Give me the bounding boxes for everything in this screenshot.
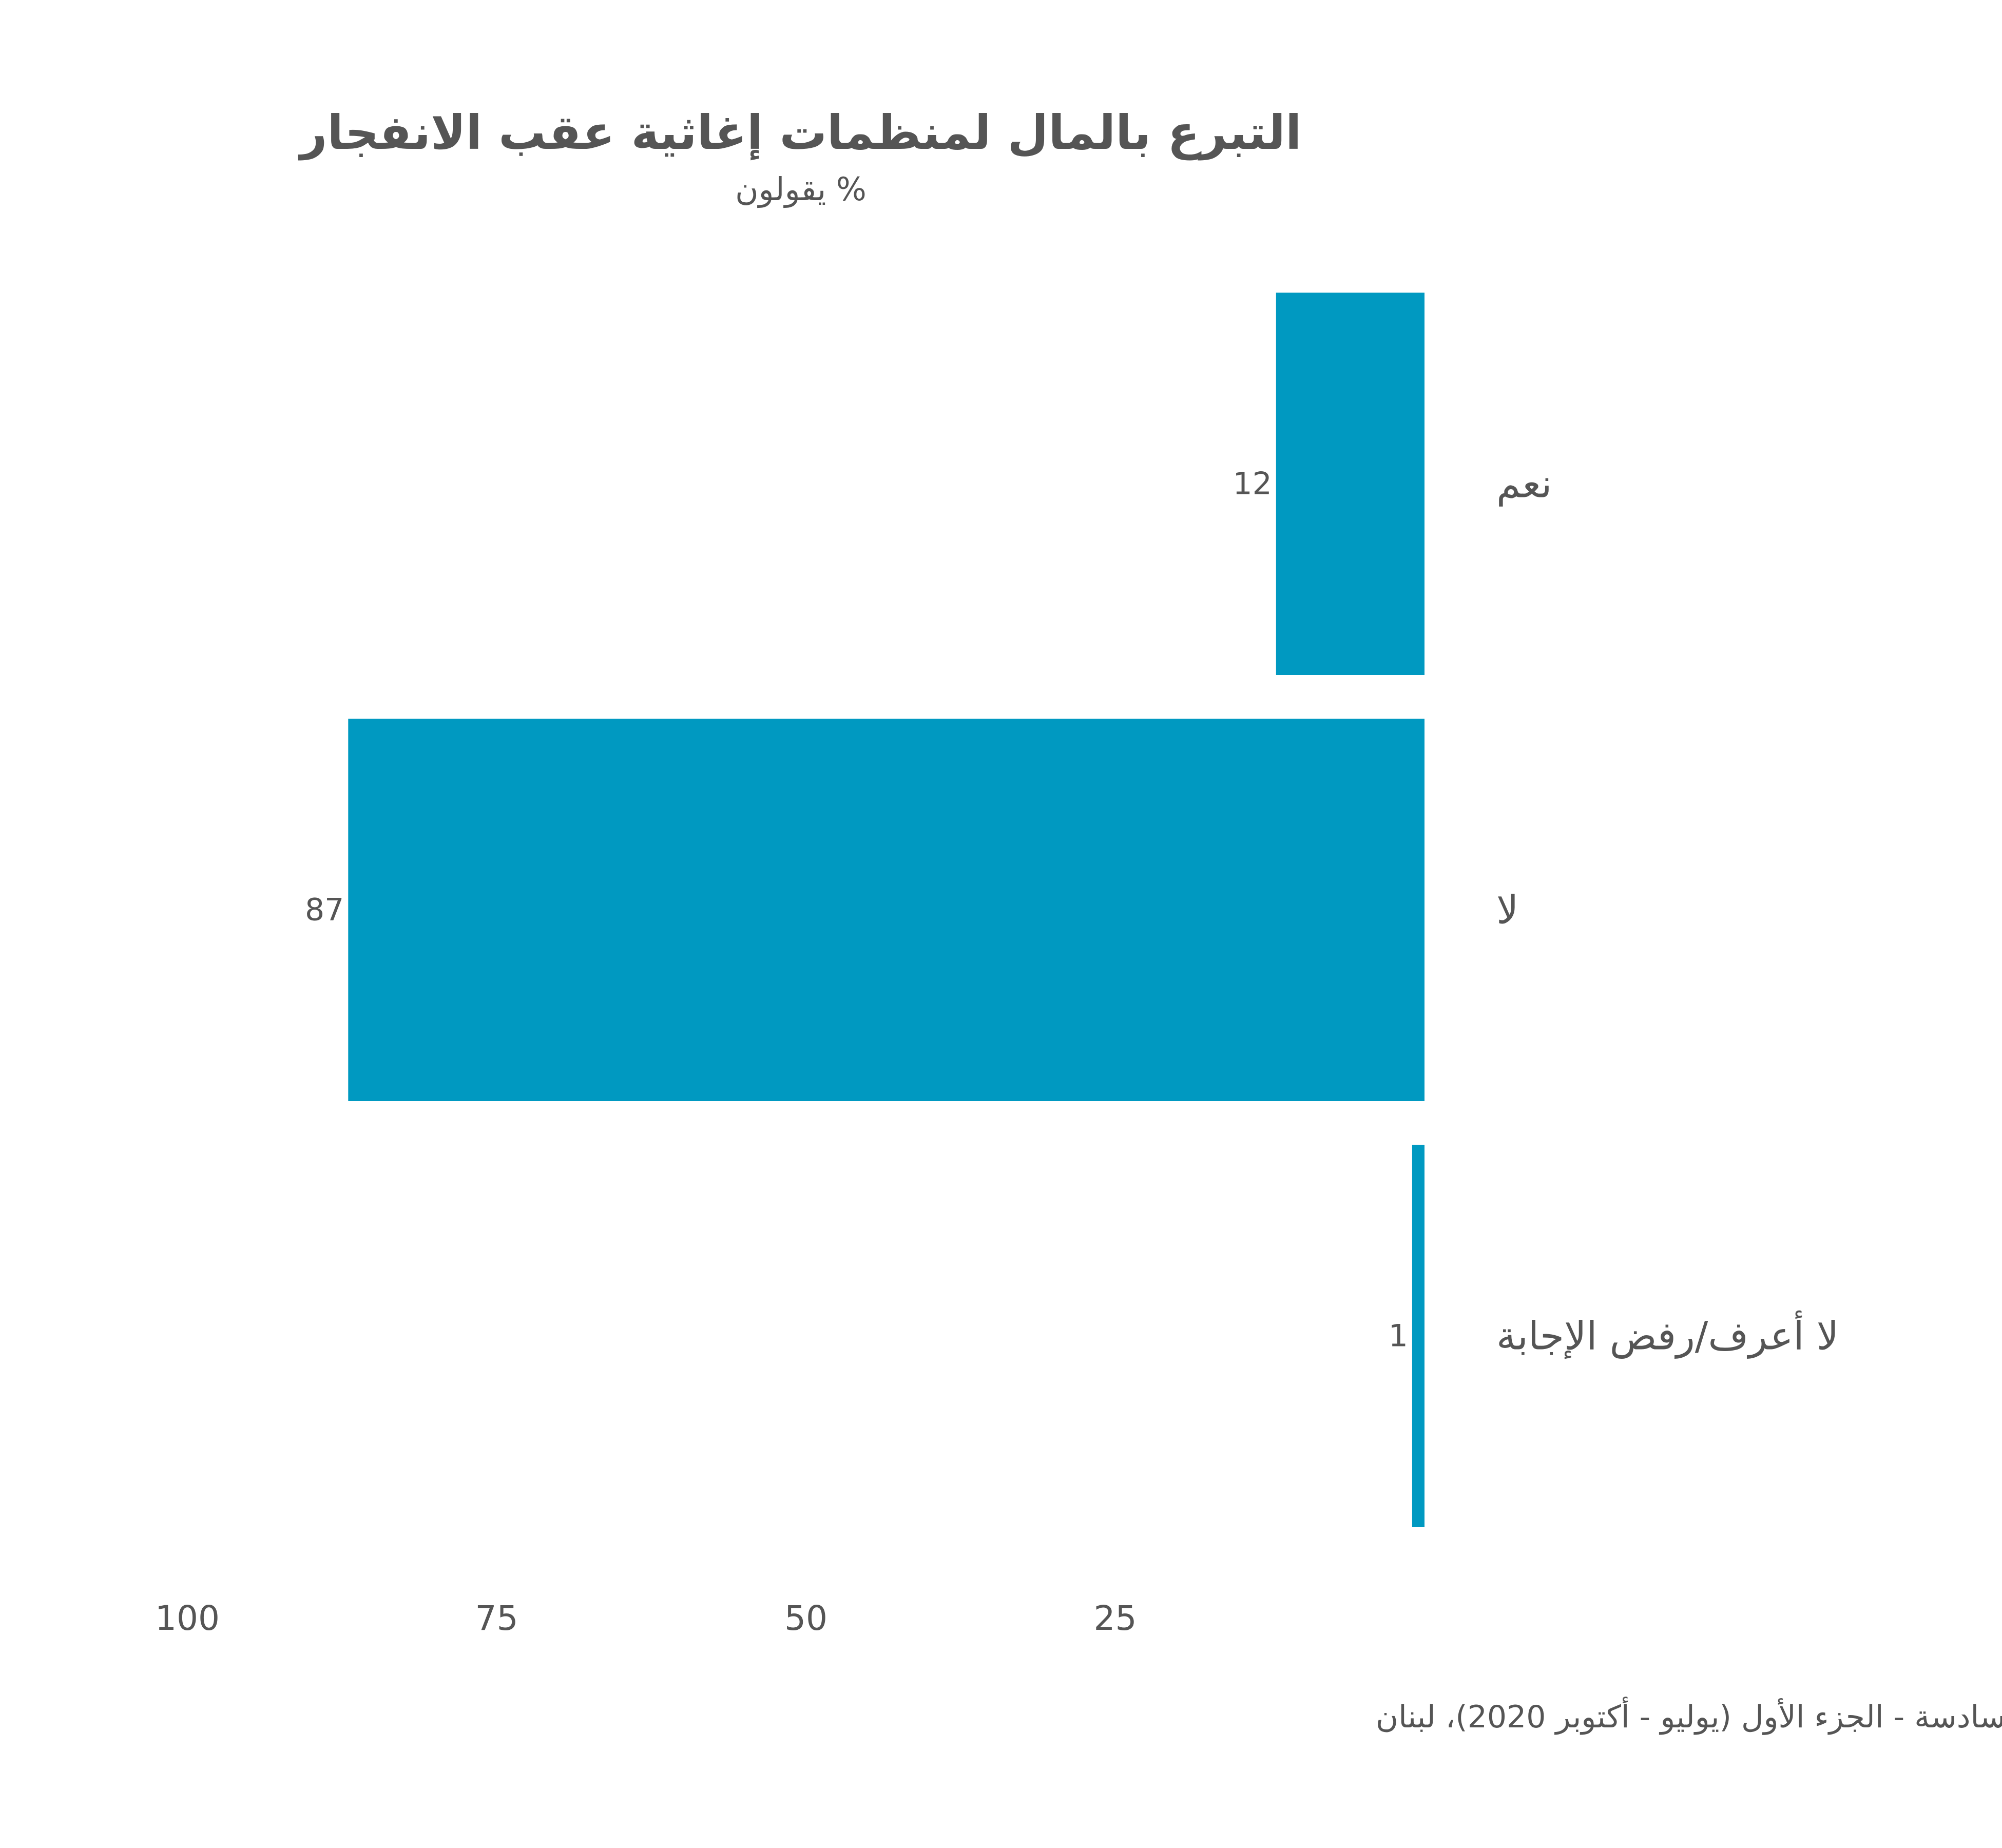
data-label-3: 1: [1389, 1318, 1408, 1354]
x-axis-ticks: 100 75 50 25: [155, 1599, 1137, 1638]
data-label-2: 87: [305, 892, 344, 928]
data-label-1: 12: [1233, 466, 1272, 502]
category-label-2: لا: [1496, 887, 1518, 933]
x-tick-label-4: 25: [1094, 1599, 1137, 1638]
chart-source: الباروميتر العربي، الدورة السادسة - الجز…: [1376, 1697, 2002, 1735]
bar-1: [1276, 293, 1424, 675]
chart-title: التبرع بالمال لمنظمات إغاثية عقب الانفجا…: [298, 105, 1301, 161]
x-tick-label-2: 75: [475, 1599, 518, 1638]
bar-2: [348, 719, 1424, 1101]
labels-layer: 12 نعم 87 لا 1 لا أعرف/رفض الإجابة: [305, 461, 1839, 1359]
chart-subtitle: % يقولون: [735, 170, 867, 208]
x-tick-label-1: 100: [155, 1599, 220, 1638]
bars-layer: [348, 293, 1424, 1527]
x-tick-label-3: 50: [784, 1599, 827, 1638]
bar-3: [1412, 1145, 1424, 1527]
category-label-3: لا أعرف/رفض الإجابة: [1496, 1311, 1839, 1359]
category-label-1: نعم: [1496, 461, 1552, 507]
